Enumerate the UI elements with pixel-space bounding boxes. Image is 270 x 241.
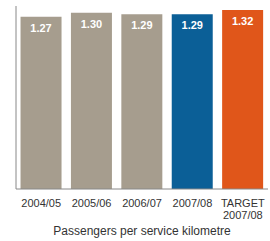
- svg-text:1.29: 1.29: [131, 19, 152, 31]
- svg-text:1.30: 1.30: [81, 18, 102, 30]
- svg-text:2007/08: 2007/08: [173, 197, 213, 209]
- svg-text:1.27: 1.27: [30, 22, 51, 34]
- svg-text:2005/06: 2005/06: [72, 197, 112, 209]
- svg-text:TARGET2007/08: TARGET2007/08: [221, 197, 262, 221]
- svg-text:1.32: 1.32: [232, 15, 253, 27]
- svg-text:2006/07: 2006/07: [122, 197, 162, 209]
- svg-text:Passengers per service kilomet: Passengers per service kilometre: [53, 224, 231, 238]
- svg-text:1.29: 1.29: [182, 19, 203, 31]
- svg-text:2004/05: 2004/05: [21, 197, 61, 209]
